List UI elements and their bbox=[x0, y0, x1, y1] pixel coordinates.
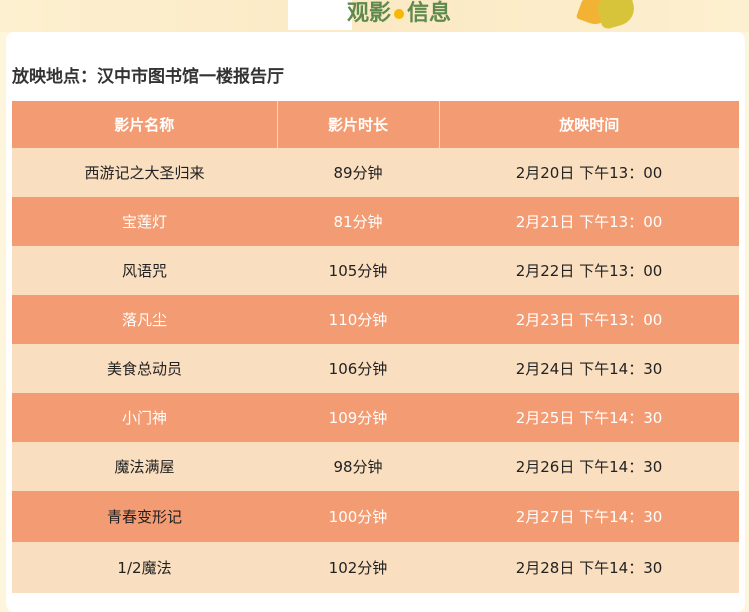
column-header: 影片时长 bbox=[277, 101, 440, 148]
film-duration: 110分钟 bbox=[277, 295, 439, 344]
film-name: 青春变形记 bbox=[12, 491, 277, 542]
table-row: 落凡尘 110分钟 2月23日 下午13：00 bbox=[12, 295, 739, 344]
table-row: 宝莲灯 81分钟 2月21日 下午13：00 bbox=[12, 197, 739, 246]
film-name: 美食总动员 bbox=[12, 344, 277, 393]
screening-time: 2月24日 下午14：30 bbox=[439, 344, 739, 393]
film-duration: 109分钟 bbox=[277, 393, 439, 442]
film-duration: 81分钟 bbox=[277, 197, 439, 246]
table-row: 美食总动员 106分钟 2月24日 下午14：30 bbox=[12, 344, 739, 393]
film-name: 宝莲灯 bbox=[12, 197, 277, 246]
screening-time: 2月21日 下午13：00 bbox=[439, 197, 739, 246]
film-duration: 89分钟 bbox=[277, 148, 439, 197]
location-heading: 放映地点：汉中市图书馆一楼报告厅 bbox=[12, 67, 284, 87]
column-header: 影片名称 bbox=[12, 101, 278, 148]
dot-icon bbox=[394, 9, 405, 19]
column-header: 放映时间 bbox=[439, 101, 739, 148]
section-title: 观影 信息 bbox=[347, 0, 451, 30]
screening-time: 2月20日 下午13：00 bbox=[439, 148, 739, 197]
film-name: 风语咒 bbox=[12, 246, 277, 295]
title-right: 信息 bbox=[407, 1, 452, 26]
screening-time: 2月23日 下午13：00 bbox=[439, 295, 739, 344]
screening-time: 2月27日 下午14：30 bbox=[439, 491, 739, 542]
film-duration: 100分钟 bbox=[277, 491, 439, 542]
maple-leaf-image bbox=[288, 0, 638, 31]
table-row: 小门神 109分钟 2月25日 下午14：30 bbox=[12, 393, 739, 442]
screening-time: 2月22日 下午13：00 bbox=[439, 246, 739, 295]
film-duration: 105分钟 bbox=[277, 246, 439, 295]
table-row: 风语咒 105分钟 2月22日 下午13：00 bbox=[12, 246, 739, 295]
screening-time: 2月25日 下午14：30 bbox=[439, 393, 739, 442]
table-row: 西游记之大圣归来 89分钟 2月20日 下午13：00 bbox=[12, 148, 739, 197]
film-duration: 98分钟 bbox=[277, 442, 439, 491]
table-row: 魔法满屋 98分钟 2月26日 下午14：30 bbox=[12, 442, 739, 491]
title-left: 观影 bbox=[347, 1, 392, 26]
table-row: 1/2魔法 102分钟 2月28日 下午14：30 bbox=[12, 542, 739, 593]
table-row: 青春变形记 100分钟 2月27日 下午14：30 bbox=[12, 491, 739, 542]
film-duration: 102分钟 bbox=[277, 542, 439, 593]
film-name: 小门神 bbox=[12, 393, 277, 442]
screening-time: 2月28日 下午14：30 bbox=[439, 542, 739, 593]
film-name: 西游记之大圣归来 bbox=[12, 148, 277, 197]
screening-time: 2月26日 下午14：30 bbox=[439, 442, 739, 491]
film-duration: 106分钟 bbox=[277, 344, 439, 393]
film-name: 落凡尘 bbox=[12, 295, 277, 344]
film-name: 1/2魔法 bbox=[12, 542, 277, 593]
film-name: 魔法满屋 bbox=[12, 442, 277, 491]
schedule-table: 影片名称 影片时长 放映时间 西游记之大圣归来 89分钟 2月20日 下午13：00… bbox=[12, 101, 739, 593]
